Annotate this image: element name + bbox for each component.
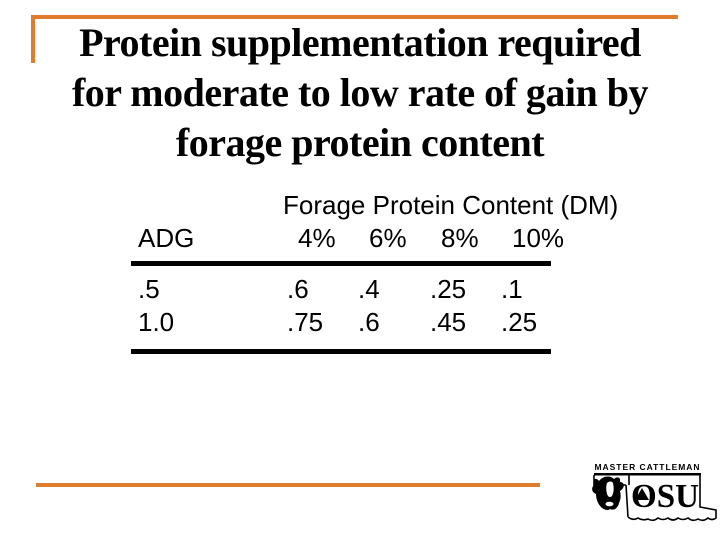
table-group-header: Forage Protein Content (DM): [283, 190, 619, 220]
cow-head-icon: [592, 476, 624, 511]
column-header-6pct: 6%: [369, 223, 407, 253]
row-header-adg: .5: [138, 274, 160, 304]
table-rule-bottom: [131, 349, 551, 354]
table-cell: .25: [501, 307, 538, 337]
slide-title-line-2: for moderate to low rate of gain by: [71, 70, 649, 115]
table-cell: .4: [358, 274, 380, 304]
row-header-adg: 1.0: [138, 307, 175, 337]
column-header-8pct: 8%: [441, 223, 479, 253]
table-row: .5 .6 .4 .25 .1: [138, 273, 568, 306]
table-cell: .45: [430, 307, 467, 337]
master-cattleman-osu-logo: MASTER CATTLEMAN OSU: [592, 462, 717, 522]
table-row: 1.0 .75 .6 .45 .25: [138, 306, 568, 339]
protein-table: Forage Protein Content (DM) ADG 4% 6% 8%…: [131, 189, 619, 354]
table-header-row: ADG 4% 6% 8% 10%: [138, 221, 568, 255]
column-header-10pct: 10%: [512, 223, 565, 253]
footer-accent-line: [36, 483, 540, 487]
master-cattleman-label: MASTER CATTLEMAN: [595, 462, 701, 472]
column-header-4pct: 4%: [298, 223, 336, 253]
table-cell: .75: [287, 307, 324, 337]
table-cell: .1: [501, 274, 523, 304]
column-header-adg: ADG: [138, 223, 195, 253]
table-cell: .25: [430, 274, 467, 304]
logo-underline: [594, 473, 701, 476]
slide-title-line-1: Protein supplementation required: [79, 20, 641, 65]
osu-triangle-icon: [635, 488, 649, 500]
title-accent-line-left: [31, 15, 35, 63]
table-cell: .6: [358, 307, 380, 337]
table-cell: .6: [287, 274, 309, 304]
slide-title-line-3: forage protein content: [175, 120, 545, 165]
table-rule-top: [131, 261, 551, 266]
title-accent-line-top: [31, 15, 678, 19]
slide-title: Protein supplementation required for mod…: [18, 18, 702, 168]
